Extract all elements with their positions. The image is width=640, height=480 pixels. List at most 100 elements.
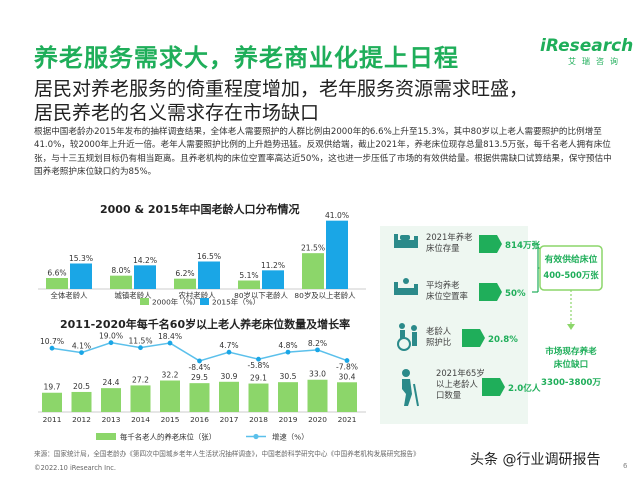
supply-value: 400-500万张 bbox=[543, 270, 599, 280]
row3-value: 20.8% bbox=[488, 335, 518, 345]
chart2-growth-point-9 bbox=[315, 347, 320, 353]
chart1-category-0: 全体老龄人 bbox=[51, 291, 89, 300]
chart1-category-1: 城镇老龄人 bbox=[115, 291, 153, 300]
chart2-bar-9 bbox=[307, 379, 328, 412]
chart2-growth-point-2 bbox=[108, 340, 114, 346]
chart1-bar-label-1-3: 11.2% bbox=[261, 261, 285, 270]
chart2-bar-label-1: 20.5 bbox=[73, 382, 90, 391]
vacant-bed-icon bbox=[394, 278, 418, 295]
chart1-bar-0-1 bbox=[110, 275, 132, 289]
chart1-category-2: 农村老龄人 bbox=[179, 291, 217, 300]
legend-growth-marker bbox=[253, 433, 259, 440]
chart2-growth-point-1 bbox=[79, 350, 84, 355]
chart2-bar-4 bbox=[160, 380, 180, 412]
chart2-category-7: 2018 bbox=[249, 415, 268, 424]
row2-label-line2: 床位空置率 bbox=[426, 291, 468, 301]
page-number: 6 bbox=[623, 462, 628, 470]
supply-box bbox=[539, 245, 603, 291]
chart2-svg: 19.7 20.5 24.4 27.2 32.2 29.5 30.9 29.1 30.5 33.0… bbox=[38, 332, 366, 442]
chart2-category-1: 2012 bbox=[72, 415, 91, 424]
chart2-bar-5 bbox=[189, 383, 210, 412]
chart1-bar-label-0-1: 8.0% bbox=[111, 266, 130, 275]
row2-arrow bbox=[479, 283, 502, 301]
chart2-growth-label-4: 18.4% bbox=[158, 332, 182, 341]
chart2-growth-label-1: 4.1% bbox=[72, 342, 91, 351]
legend-2000-swatch bbox=[140, 298, 149, 305]
row4-value: 2.0亿人 bbox=[508, 382, 541, 394]
chart2-growth-label-6: 4.7% bbox=[219, 341, 238, 350]
chart2-growth-point-3 bbox=[138, 345, 143, 351]
legend-2015-swatch bbox=[200, 298, 209, 305]
chart1-category-4: 80岁及以上老龄人 bbox=[294, 291, 356, 300]
legend-beds-label: 每千名老人的养老床位（张） bbox=[120, 433, 216, 442]
connector-arrowhead bbox=[567, 324, 575, 330]
chart2-bar-2 bbox=[101, 388, 121, 412]
chart2-bar-label-6: 30.9 bbox=[221, 372, 238, 381]
chart2-growth-point-10 bbox=[344, 358, 350, 363]
chart1-category-3: 80岁以下老龄人 bbox=[234, 291, 288, 300]
chart2-growth-point-6 bbox=[226, 349, 232, 355]
legend-growth-label: 增速（%） bbox=[272, 433, 309, 442]
chart2-bar-label-9: 33.0 bbox=[309, 370, 326, 379]
chart2-bar-label-0: 19.7 bbox=[44, 383, 61, 392]
logo-subtext: 艾瑞咨询 bbox=[568, 57, 624, 66]
chart1-bar-0-3 bbox=[238, 280, 260, 289]
chart2-growth-point-0 bbox=[49, 345, 55, 351]
elderly-cane-icon bbox=[402, 369, 419, 407]
legend-2000-label: 2000年（%） bbox=[152, 298, 200, 307]
chart2-bar-6 bbox=[219, 381, 239, 412]
chart1-bar-0-0 bbox=[46, 278, 68, 289]
supply-demand-infographic: 2021年养老 床位存量 814万张 平均养老 床位空置率 50% 老龄人 照护… bbox=[380, 226, 603, 424]
chart1-bar-1-3 bbox=[262, 270, 284, 289]
chart2-bar-10 bbox=[337, 382, 357, 412]
chart2-growth-label-9: 8.2% bbox=[308, 339, 327, 348]
page-title: 养老服务需求大，养老商业化提上日程 bbox=[34, 44, 459, 72]
chart2-category-3: 2014 bbox=[131, 415, 150, 424]
row1-arrow bbox=[479, 235, 502, 253]
chart2-category-9: 2020 bbox=[308, 415, 327, 424]
gap-title-line2: 床位缺口 bbox=[554, 358, 588, 370]
chart2-growth-label-10: -7.8% bbox=[336, 363, 358, 372]
chart2-category-5: 2016 bbox=[190, 415, 209, 424]
chart2-bar-8 bbox=[278, 382, 298, 412]
chart1-bar-label-0-3: 5.1% bbox=[239, 271, 258, 280]
chart1-bar-label-1-0: 15.3% bbox=[69, 254, 93, 263]
chart2-category-8: 2019 bbox=[279, 415, 298, 424]
chart2-growth-label-7: -5.8% bbox=[247, 361, 269, 370]
gap-value: 3300-3800万 bbox=[541, 377, 601, 388]
chart2-growth-label-5: -8.4% bbox=[188, 363, 210, 372]
chart2-bar-0 bbox=[42, 392, 62, 412]
row1-label-line1: 2021年养老 bbox=[426, 232, 472, 242]
logo-text: iResearch bbox=[540, 36, 634, 56]
chart2-title: 2011-2020年每千名60岁以上老人养老床位数量及增长率 bbox=[60, 318, 351, 331]
chart1-svg: 6.6%15.3% 8.0%14.2% 6.2%16.5% 5.1%11.2% 21.5… bbox=[38, 211, 366, 307]
row4-label-line2: 以上老龄人 bbox=[436, 379, 478, 389]
subtitle-line-2: 居民养老的名义需求存在市场缺口 bbox=[34, 102, 320, 124]
chart2-category-2: 2013 bbox=[102, 415, 121, 424]
chart2-bar-label-8: 30.5 bbox=[280, 372, 297, 381]
row4-label-line3: 口数量 bbox=[436, 390, 461, 400]
chart2-bar-7 bbox=[248, 383, 269, 412]
bed-icon bbox=[394, 234, 418, 248]
legend-beds-swatch bbox=[96, 433, 116, 440]
watermark: 头条 @行业调研报告 bbox=[470, 452, 601, 468]
row3-arrow bbox=[462, 329, 485, 347]
chart2-growth-point-8 bbox=[285, 349, 291, 355]
row3-label-line1: 老龄人 bbox=[426, 326, 452, 336]
row4-label-line1: 2021年65岁 bbox=[436, 368, 485, 378]
chart2-category-10: 2021 bbox=[338, 415, 357, 424]
legend-2015-label: 2015年（%） bbox=[212, 298, 260, 307]
chart2-bar-label-5: 29.5 bbox=[191, 373, 208, 382]
chart1-bar-label-0-0: 6.6% bbox=[47, 269, 66, 278]
chart1-bar-1-2 bbox=[198, 261, 220, 289]
subtitle-line-1: 居民对养老服务的倚重程度增加，老年服务资源需求旺盛， bbox=[34, 78, 529, 100]
chart2-growth-point-5 bbox=[197, 358, 202, 364]
chart2-bar-3 bbox=[130, 385, 151, 412]
iresearch-logo: iResearch 艾瑞咨询 bbox=[540, 36, 634, 67]
chart2-growth-label-0: 10.7% bbox=[40, 337, 64, 346]
chart2-growth-line bbox=[51, 341, 348, 362]
chart1-bar-1-4 bbox=[326, 220, 348, 289]
chart2-category-0: 2011 bbox=[43, 415, 62, 424]
chart1-bar-label-1-2: 16.5% bbox=[197, 252, 221, 261]
row4-arrow bbox=[482, 378, 505, 396]
